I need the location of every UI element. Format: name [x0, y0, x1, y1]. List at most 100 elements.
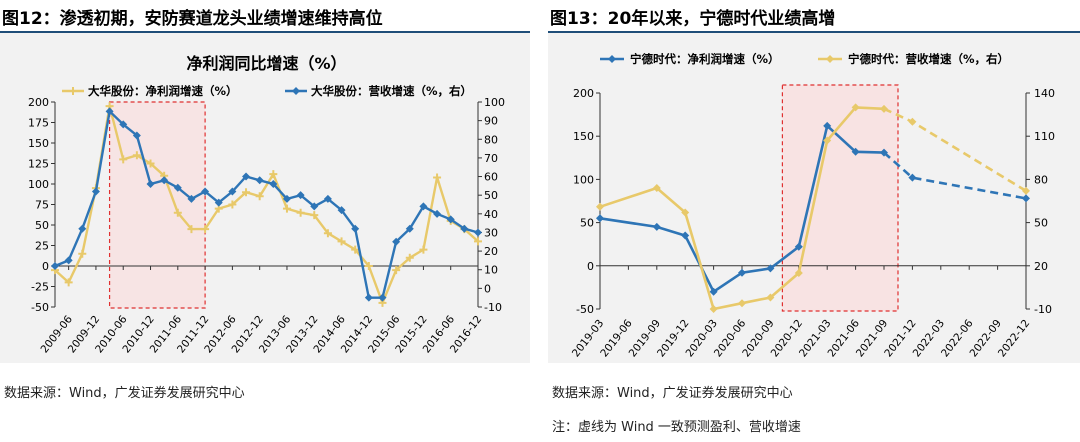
y-right-tick-label: 80	[1034, 173, 1048, 186]
legend-marker	[608, 55, 616, 63]
y-left-tick-label: 0	[42, 260, 49, 273]
data-point-plus	[419, 245, 428, 254]
y-right-tick-label: 100	[484, 96, 505, 109]
data-point-plus	[242, 188, 251, 197]
data-point-plus	[433, 173, 442, 182]
data-point-diamond	[119, 120, 128, 129]
data-point-diamond	[351, 224, 360, 233]
data-point-plus	[296, 208, 305, 217]
data-point-diamond	[310, 202, 319, 211]
chart-area: 净利润同比增速（%） -50 -25 0 25 50 75 100 125 150 175 200 -1…	[0, 33, 530, 363]
note-text: 注：虚线为 Wind 一致预测盈利、营收增速	[552, 420, 801, 435]
chart-area: -50 0 50 100 150 200 -10 20 50 80 110 140 2019-03 201…	[548, 33, 1080, 363]
y-right-tick-label: 50	[484, 189, 498, 202]
legend-label: 大华股份：营收增速（%，右）	[311, 84, 472, 98]
data-point-diamond	[794, 242, 803, 251]
y-right-tick-label: 110	[1034, 130, 1055, 143]
data-point-diamond	[474, 228, 482, 237]
figure-title: 图12：渗透初期，安防赛道龙头业绩增速维持高位	[2, 9, 383, 29]
y-left-tick-label: -50	[576, 303, 594, 316]
y-right-tick-label: 20	[1034, 260, 1048, 273]
data-point-diamond	[652, 222, 661, 231]
data-point-diamond	[160, 176, 169, 185]
data-point-diamond	[78, 224, 87, 233]
data-point-diamond	[282, 194, 291, 203]
y-right-tick-label: 90	[484, 115, 498, 128]
y-left-tick-label: 150	[28, 137, 49, 150]
data-point-plus	[405, 253, 414, 262]
data-point-diamond	[173, 183, 182, 192]
data-point-diamond	[433, 209, 442, 218]
data-point-plus	[474, 237, 482, 246]
data-point-diamond	[91, 187, 100, 196]
forecast-line-1	[883, 151, 1027, 200]
data-point-diamond	[851, 147, 860, 156]
data-point-plus	[351, 245, 360, 254]
series-line-2	[599, 106, 885, 311]
data-point-diamond	[681, 208, 690, 217]
data-point-diamond	[64, 256, 73, 265]
data-point-diamond	[766, 293, 775, 302]
data-point-diamond	[392, 237, 401, 246]
y-left-tick-label: 200	[28, 96, 49, 109]
data-point-plus	[187, 225, 196, 234]
data-point-diamond	[132, 131, 141, 140]
data-point-diamond	[146, 180, 155, 188]
data-point-diamond	[738, 268, 746, 277]
data-point-diamond	[766, 264, 775, 273]
y-right-tick-label: -10	[484, 301, 502, 314]
data-point-diamond	[255, 176, 264, 185]
data-point-plus	[132, 151, 141, 160]
forecast-point-diamond	[908, 173, 917, 182]
legend-label: 宁德时代：净利润增速（%）	[630, 52, 780, 66]
title-rule	[548, 31, 1080, 33]
y-left-tick-label: 100	[573, 173, 594, 186]
data-point-diamond	[681, 231, 690, 240]
data-point-diamond	[296, 191, 305, 200]
y-right-tick-label: -10	[1034, 303, 1052, 316]
y-right-tick-label: 40	[484, 208, 498, 221]
y-right-tick-label: 30	[484, 226, 498, 239]
data-point-plus	[119, 155, 128, 164]
series-line-2	[54, 108, 479, 299]
forecast-line-2	[883, 107, 1027, 193]
data-point-diamond	[105, 107, 114, 116]
data-point-diamond	[378, 293, 387, 302]
y-right-tick-label: 70	[484, 152, 498, 165]
y-left-tick-label: 75	[35, 199, 49, 212]
data-point-plus	[310, 211, 319, 220]
data-point-diamond	[242, 172, 251, 181]
y-right-tick-label: 80	[484, 133, 498, 146]
series-line-1	[599, 123, 885, 294]
catl-growth-chart: -50050100150200-102050801101402019-03201…	[570, 52, 1055, 359]
data-point-diamond	[51, 262, 59, 270]
highlight-box	[781, 84, 899, 312]
y-left-tick-label: 150	[573, 130, 594, 143]
y-right-tick-label: 140	[1034, 87, 1055, 100]
forecast-point-diamond	[908, 117, 917, 126]
data-point-diamond	[419, 202, 428, 211]
data-point-plus	[323, 229, 332, 238]
y-right-tick-label: 0	[484, 282, 491, 295]
data-point-diamond	[337, 206, 346, 215]
y-left-tick-label: 50	[580, 217, 594, 230]
data-point-plus	[228, 200, 237, 209]
forecast-point-diamond	[1022, 186, 1030, 195]
y-left-tick-label: 50	[35, 219, 49, 232]
y-right-tick-label: 60	[484, 171, 498, 184]
y-left-tick-label: 200	[573, 87, 594, 100]
profit-revenue-growth-chart: 净利润同比增速（%）-50-250255075100125150175200-1…	[28, 54, 505, 355]
legend-label: 大华股份：净利润增速（%）	[88, 84, 238, 98]
data-point-plus	[146, 159, 155, 168]
chart-title: 净利润同比增速（%）	[186, 54, 346, 73]
data-point-plus	[337, 237, 346, 246]
data-point-diamond	[596, 214, 604, 223]
data-point-diamond	[214, 198, 223, 207]
legend-label: 宁德时代：营收增速（%，右）	[848, 52, 1009, 66]
data-point-diamond	[228, 187, 237, 196]
y-left-tick-label: 100	[28, 178, 49, 191]
data-point-plus	[392, 266, 401, 275]
title-rule	[0, 31, 530, 33]
data-point-plus	[269, 170, 278, 179]
y-left-tick-label: 0	[587, 260, 594, 273]
